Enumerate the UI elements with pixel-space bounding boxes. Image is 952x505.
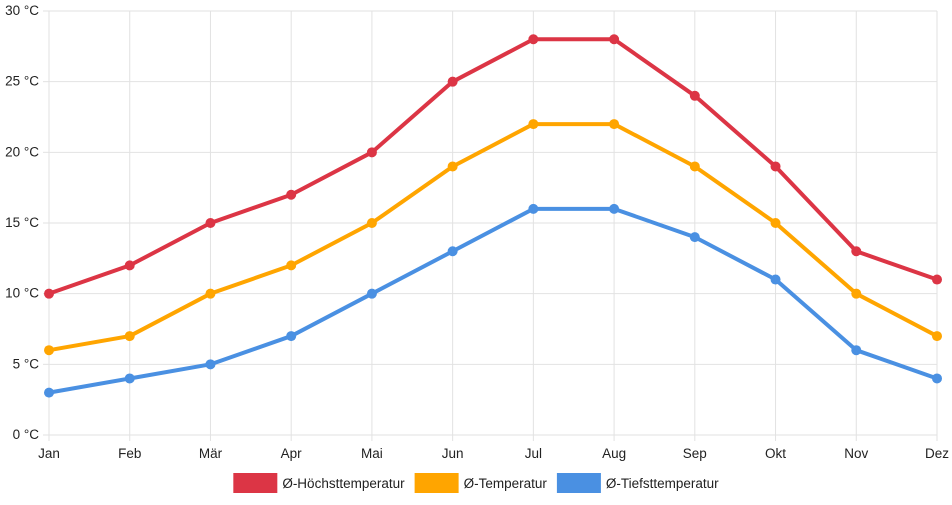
legend-swatch: [414, 473, 459, 493]
y-tick-label: 15 °C: [5, 215, 39, 230]
legend-swatch: [556, 473, 601, 493]
y-tick-label: 20 °C: [5, 144, 39, 159]
data-point: [44, 288, 54, 299]
data-point: [932, 274, 942, 285]
data-point: [770, 274, 781, 285]
data-point: [932, 373, 942, 384]
legend-label: Ø-Tiefsttemperatur: [606, 476, 719, 491]
data-point: [366, 288, 377, 299]
data-point: [447, 76, 458, 87]
data-point: [528, 203, 539, 214]
data-point: [770, 161, 781, 172]
data-point: [851, 345, 862, 356]
y-tick-label: 25 °C: [5, 74, 39, 89]
x-tick-label: Mär: [199, 446, 223, 461]
x-tick-label: Aug: [602, 446, 626, 461]
series-line: [47, 122, 939, 353]
data-point: [286, 331, 297, 342]
x-tick-label: Sep: [683, 446, 707, 461]
data-point: [205, 288, 216, 299]
x-tick-label: Jul: [525, 446, 542, 461]
x-tick-label: Jun: [442, 446, 464, 461]
data-point: [366, 147, 377, 158]
x-tick-label: Feb: [118, 446, 141, 461]
data-point: [205, 359, 216, 370]
data-point: [770, 218, 781, 228]
data-point: [286, 189, 297, 200]
legend-swatch: [233, 473, 278, 493]
data-point: [609, 203, 620, 214]
grid: [43, 10, 938, 441]
x-tick-label: Mai: [361, 446, 383, 461]
data-point: [851, 288, 862, 299]
data-point: [851, 246, 862, 257]
data-point: [124, 331, 135, 342]
data-point: [689, 90, 700, 101]
data-point: [609, 34, 620, 45]
y-tick-label: 0 °C: [13, 427, 40, 442]
data-point: [528, 34, 539, 45]
series-lines: [44, 34, 942, 398]
x-tick-label: Apr: [281, 446, 303, 461]
data-point: [689, 161, 700, 172]
data-point: [286, 260, 297, 271]
data-point: [44, 345, 54, 356]
data-point: [205, 218, 216, 228]
data-point: [528, 119, 539, 130]
data-point: [447, 246, 458, 257]
x-tick-label: Nov: [844, 446, 868, 461]
data-point: [932, 331, 942, 342]
legend-label: Ø-Höchsttemperatur: [282, 476, 405, 491]
data-point: [609, 119, 620, 130]
y-tick-label: 10 °C: [5, 286, 39, 301]
data-point: [44, 387, 54, 398]
data-point: [447, 161, 458, 172]
x-tick-label: Okt: [765, 446, 786, 461]
data-point: [124, 260, 135, 271]
data-point: [689, 232, 700, 243]
data-point: [366, 218, 377, 228]
legend: Ø-Höchsttemperatur Ø-Temperatur Ø-Tiefstte…: [233, 473, 719, 493]
x-tick-label: Jan: [38, 446, 60, 461]
y-axis-ticks: 0 °C 5 °C 10 °C 15 °C 20 °C 25 °C 30 °C: [5, 3, 39, 442]
y-tick-label: 30 °C: [5, 3, 39, 18]
legend-label: Ø-Temperatur: [464, 476, 548, 491]
series-line: [47, 37, 939, 296]
x-axis-ticks: Jan Feb Mär Apr Mai Jun Jul Aug Sep Okt Nov Dez: [38, 446, 949, 461]
data-point: [124, 373, 135, 384]
y-tick-label: 5 °C: [13, 356, 40, 371]
series-line: [47, 206, 939, 395]
x-tick-label: Dez: [925, 446, 949, 461]
